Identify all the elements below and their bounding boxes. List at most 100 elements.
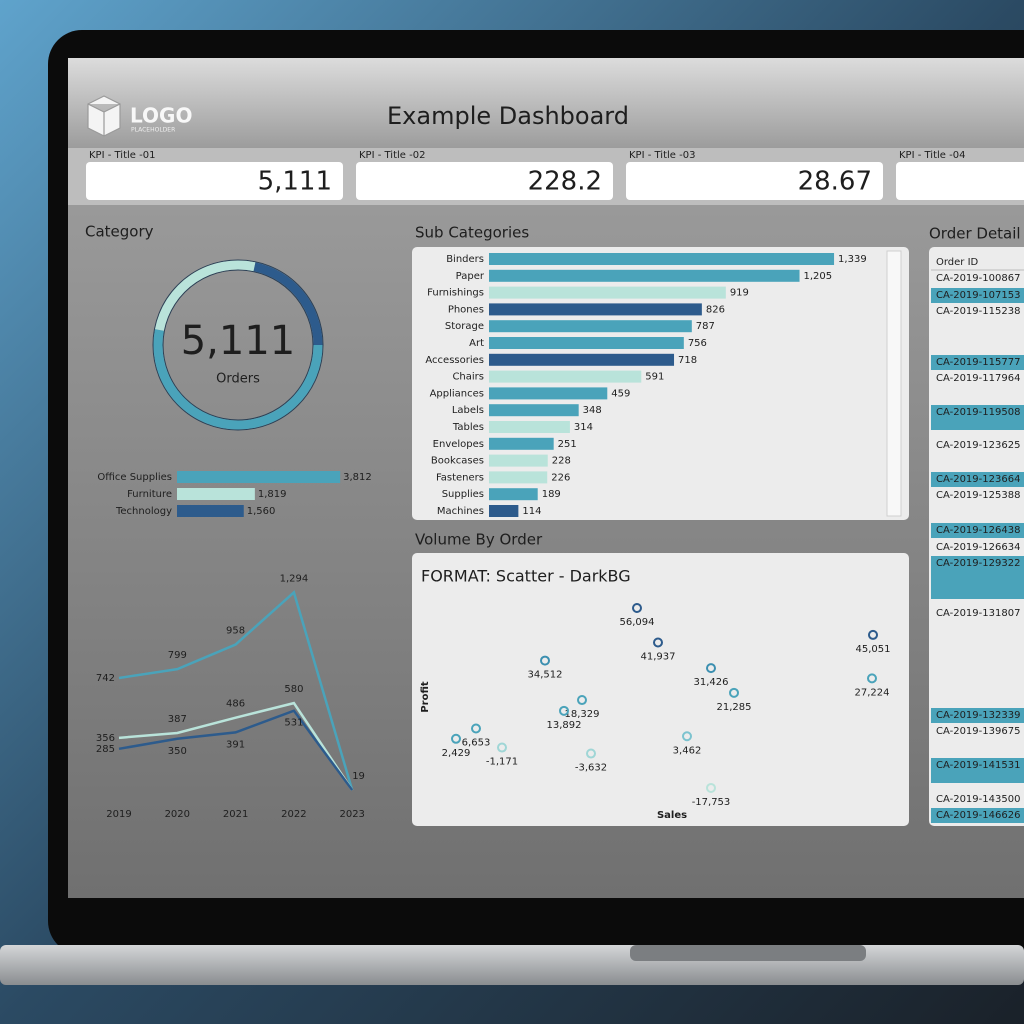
bar [489, 454, 548, 467]
bar-value-label: 251 [558, 439, 577, 450]
header-band [68, 58, 1024, 148]
bar-category-label: Machines [437, 506, 484, 517]
line-value-label: 19 [352, 771, 365, 782]
scatter-point [867, 673, 877, 684]
scatter-point [706, 782, 716, 793]
kpi-title: KPI - Title -03 [629, 150, 695, 161]
point-label: 45,051 [856, 644, 891, 655]
kpi-title: KPI - Title -02 [359, 150, 425, 161]
point-label: 56,094 [620, 617, 655, 628]
point-label: 13,892 [547, 720, 582, 731]
logo-icon [87, 95, 121, 137]
line-value-label: 285 [96, 744, 115, 755]
donut-center-label: Orders [216, 372, 260, 387]
kpi-box [356, 162, 613, 200]
order-id: CA-2019-115777 [936, 357, 1020, 368]
row-highlight [931, 556, 1024, 599]
scatter-point [586, 748, 596, 759]
line-series [118, 701, 354, 791]
point-label: 3,462 [673, 745, 702, 756]
bar-value-label: 459 [611, 388, 630, 399]
bar [489, 404, 579, 417]
donut-segment [153, 329, 323, 430]
panel-title: Volume By Order [415, 531, 543, 549]
kpi-box [896, 162, 1024, 200]
order-id: CA-2019-126438 [936, 525, 1020, 536]
bar [489, 286, 726, 299]
scatter-point [729, 687, 739, 698]
dashboard-title: Example Dashboard [387, 102, 629, 130]
bar [489, 353, 675, 366]
donut-outline [162, 269, 314, 421]
x-tick-label: 2022 [281, 809, 306, 820]
row-highlight [931, 405, 1024, 430]
line-value-label: 531 [284, 718, 303, 729]
point-label: -1,171 [486, 757, 518, 768]
bar-category-label: Phones [448, 304, 484, 315]
point-label: -17,753 [692, 797, 731, 808]
kpi-box [626, 162, 883, 200]
bar-value-label: 226 [551, 472, 570, 483]
order-id: CA-2019-119508 [936, 407, 1020, 418]
laptop-notch [630, 945, 866, 961]
donut-outline [152, 259, 324, 431]
order-id: CA-2019-107153 [936, 290, 1020, 301]
bar-category-label: Tables [452, 422, 484, 433]
point-label: 27,224 [855, 687, 890, 698]
category-label: Technology [115, 506, 172, 517]
order-id: CA-2019-131807 [936, 608, 1020, 619]
scrollbar[interactable] [886, 250, 902, 517]
scatter-point [559, 705, 569, 716]
donut-segment [253, 262, 323, 346]
kpi-value: 28.67 [798, 167, 872, 197]
bar-category-label: Furnishings [427, 288, 484, 299]
panel-title: Category [85, 223, 154, 241]
point-label: 18,329 [565, 709, 600, 720]
bar-category-label: Bookcases [431, 456, 484, 467]
line-value-label: 958 [226, 626, 245, 637]
category-value: 1,560 [247, 506, 276, 517]
row-highlight [931, 355, 1024, 370]
line-value-label: 387 [168, 714, 187, 725]
scatter-point [540, 655, 550, 666]
bar-category-label: Supplies [442, 489, 484, 500]
category-label: Furniture [127, 489, 172, 500]
bar-value-label: 1,205 [804, 271, 833, 282]
x-tick-label: 2019 [106, 809, 131, 820]
scatter-point [706, 663, 716, 674]
order-id: CA-2019-143500 [936, 794, 1020, 805]
bar [489, 269, 800, 282]
bar-value-label: 1,339 [838, 254, 867, 265]
kpi-value: 228.2 [528, 167, 602, 197]
kpi-value: 5,111 [258, 167, 332, 197]
row-highlight [931, 808, 1024, 823]
order-id: CA-2019-132339 [936, 710, 1020, 721]
order-id: CA-2019-129322 [936, 558, 1020, 569]
order-id: CA-2019-100867 [936, 273, 1020, 284]
bar-value-label: 787 [696, 321, 715, 332]
bar-value-label: 228 [552, 456, 571, 467]
order-id: CA-2019-146626 [936, 810, 1020, 821]
logo-text: LOGO [130, 104, 192, 128]
order-id: CA-2019-123625 [936, 440, 1020, 451]
bar-category-label: Binders [446, 254, 484, 265]
scatter-point [632, 602, 642, 613]
bar-category-label: Paper [456, 271, 485, 282]
row-highlight [931, 708, 1024, 723]
category-value: 1,819 [258, 489, 287, 500]
bar-value-label: 718 [678, 355, 697, 366]
donut-center-value: 5,111 [181, 318, 296, 364]
point-label: 21,285 [717, 702, 752, 713]
point-label: 2,429 [442, 748, 471, 759]
order-id: CA-2019-139675 [936, 726, 1020, 737]
laptop-base [0, 945, 1024, 985]
bar [489, 303, 702, 316]
logo-subtext: PLACEHOLDER [131, 127, 175, 134]
line-value-label: 391 [226, 739, 245, 750]
row-highlight [931, 758, 1024, 783]
bar [489, 488, 538, 501]
bar [489, 471, 548, 484]
content: KPI - Title -01 5,111 KPI - Title -02 228.2… [85, 150, 1024, 823]
bar-category-label: Art [469, 338, 484, 349]
bar [489, 320, 692, 333]
